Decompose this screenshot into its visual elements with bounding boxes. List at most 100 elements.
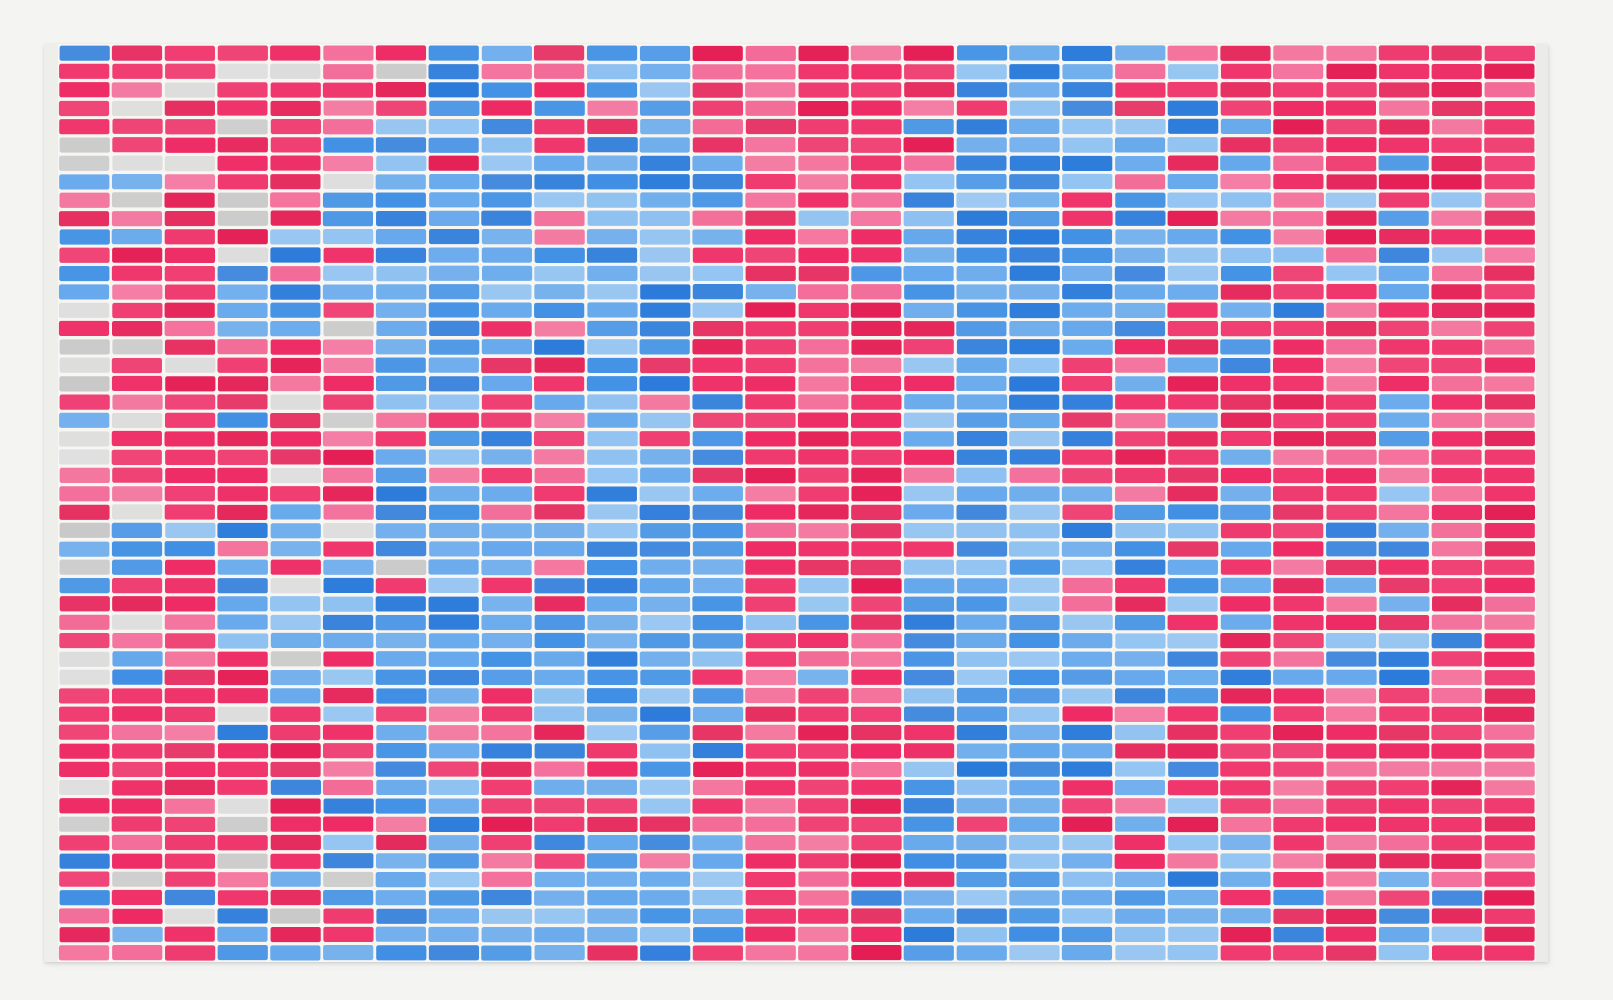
painted-tile: [428, 706, 480, 722]
painted-tile: [270, 174, 321, 190]
painted-tile: [1378, 320, 1429, 336]
painted-tile: [323, 321, 374, 337]
painted-tile: [1379, 687, 1430, 704]
painted-tile: [904, 321, 955, 337]
painted-tile: [375, 174, 426, 190]
painted-tile: [1114, 137, 1166, 153]
painted-tile: [164, 156, 215, 172]
painted-tile: [164, 926, 215, 942]
painted-tile: [376, 779, 427, 796]
painted-tile: [851, 890, 902, 906]
painted-tile: [1062, 559, 1113, 576]
painted-tile: [534, 761, 585, 777]
painted-tile: [1273, 669, 1324, 685]
painted-tile: [217, 210, 269, 226]
painted-tile: [1115, 688, 1166, 704]
painted-tile: [270, 725, 321, 741]
painted-tile: [1378, 284, 1429, 300]
painted-tile: [1167, 559, 1218, 575]
painted-tile: [1115, 559, 1166, 575]
painted-tile: [165, 559, 216, 575]
painted-tile: [1325, 100, 1377, 116]
painted-tile: [270, 449, 321, 465]
painted-tile: [164, 412, 216, 428]
painted-tile: [270, 468, 321, 484]
painted-tile: [217, 890, 269, 906]
painted-tile: [1220, 467, 1272, 484]
painted-tile: [851, 908, 902, 924]
painted-tile: [798, 302, 849, 319]
painted-tile: [59, 449, 110, 465]
painted-tile: [375, 798, 426, 814]
painted-tile: [270, 541, 321, 557]
painted-tile: [1484, 816, 1536, 832]
painted-tile: [1484, 467, 1535, 484]
painted-tile: [851, 284, 902, 300]
painted-tile: [798, 82, 849, 98]
painted-tile: [164, 889, 216, 906]
painted-tile: [903, 431, 954, 447]
painted-tile: [639, 578, 690, 594]
painted-tile: [1484, 835, 1535, 851]
painted-tile: [1115, 743, 1166, 759]
painted-tile: [956, 853, 1007, 869]
painted-tile: [1115, 82, 1166, 98]
painted-tile: [164, 284, 216, 300]
painted-tile: [851, 82, 902, 98]
painted-tile: [376, 100, 427, 116]
painted-tile: [217, 467, 268, 483]
painted-tile: [428, 798, 479, 814]
painted-tile: [58, 302, 110, 318]
painted-tile: [481, 155, 532, 171]
painted-tile: [851, 944, 902, 961]
painted-tile: [323, 137, 374, 153]
painted-tile: [1115, 816, 1166, 832]
painted-tile: [903, 412, 954, 428]
painted-tile: [428, 82, 479, 98]
painted-tile: [903, 339, 954, 355]
painted-tile: [1484, 192, 1535, 208]
painted-tile: [270, 284, 321, 300]
painted-tile: [481, 706, 533, 722]
painted-tile: [165, 119, 216, 135]
painted-tile: [322, 339, 374, 355]
painted-tile: [1378, 302, 1429, 318]
painted-tile: [692, 339, 743, 355]
painted-tile: [534, 485, 585, 502]
painted-tile: [1061, 375, 1113, 392]
painted-tile: [1220, 394, 1271, 410]
painted-tile: [1062, 743, 1113, 759]
painted-tile: [1167, 670, 1219, 686]
painted-tile: [586, 247, 638, 263]
painted-tile: [323, 541, 374, 557]
painted-tile: [534, 927, 585, 943]
painted-tile: [164, 816, 216, 833]
painted-tile: [481, 504, 532, 520]
painted-tile: [1379, 761, 1430, 777]
painted-tile: [111, 211, 163, 227]
painted-tile: [1061, 541, 1113, 557]
painted-tile: [639, 431, 690, 447]
painted-tile: [375, 467, 427, 483]
painted-tile: [1484, 210, 1535, 226]
painted-tile: [640, 119, 691, 135]
painted-tile: [270, 357, 321, 374]
painted-tile: [1273, 413, 1324, 429]
painted-tile: [1326, 834, 1377, 851]
painted-tile: [1114, 853, 1165, 869]
painted-tile: [798, 376, 849, 392]
painted-tile: [534, 357, 585, 373]
painted-tile: [481, 927, 532, 943]
painted-tile: [798, 835, 849, 851]
painted-tile: [164, 834, 216, 851]
painted-tile: [1326, 908, 1377, 924]
painted-tile: [1009, 118, 1060, 134]
painted-tile: [1168, 155, 1219, 171]
painted-tile: [639, 321, 691, 337]
painted-tile: [693, 412, 744, 428]
painted-tile: [1114, 541, 1166, 557]
painted-tile: [745, 449, 796, 465]
painted-tile: [1325, 431, 1376, 447]
painted-tile: [481, 412, 532, 428]
painted-tile: [745, 173, 796, 190]
